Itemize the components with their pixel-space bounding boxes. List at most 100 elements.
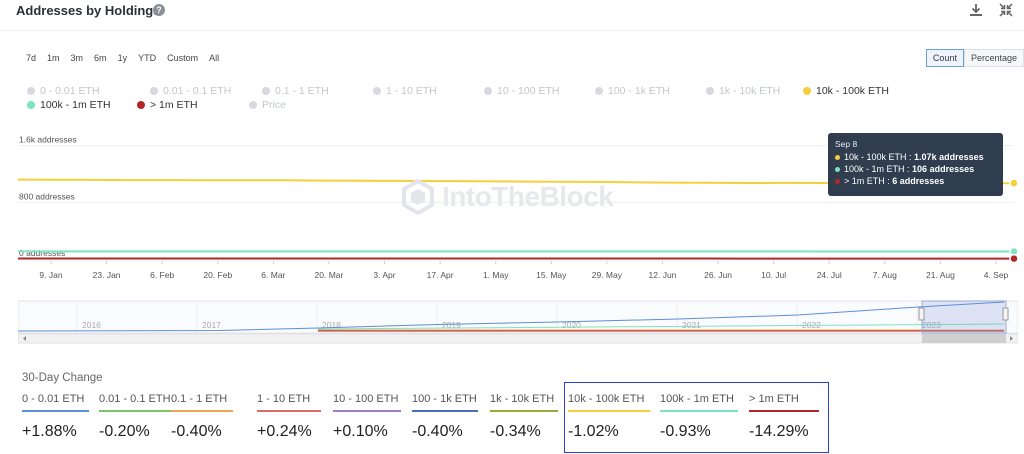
change-item: 1k - 10k ETH -0.34% xyxy=(490,393,558,441)
navigator-year-label: 2017 xyxy=(202,320,221,330)
change-color-bar xyxy=(568,410,650,412)
navigator-year-label: 2019 xyxy=(442,320,461,330)
legend-label: 1k - 10k ETH xyxy=(719,85,781,97)
series-marker xyxy=(1009,253,1019,264)
change-color-bar xyxy=(22,410,89,412)
change-item: 0.1 - 1 ETH -0.40% xyxy=(171,393,233,441)
range-navigator[interactable]: 20162017201820192020202120222023 xyxy=(18,299,1018,347)
tooltip-dot xyxy=(835,166,840,172)
change-value: -0.40% xyxy=(412,423,463,440)
legend-dot xyxy=(484,87,492,95)
legend-label: 1 - 10 ETH xyxy=(386,85,437,97)
navigator-frame xyxy=(18,300,1018,334)
change-label: 0 - 0.01 ETH xyxy=(22,393,85,405)
range-7d-button[interactable]: 7d xyxy=(26,53,37,63)
navigator-series xyxy=(18,301,1005,332)
legend-item[interactable]: 1 - 10 ETH xyxy=(373,85,437,97)
tooltip-value: 6 addresses xyxy=(892,176,945,186)
tooltip-value: 1.07k addresses xyxy=(914,152,984,162)
tooltip-series: > 1m ETH xyxy=(844,176,885,186)
tooltip-series: 100k - 1m ETH xyxy=(844,164,905,174)
change-value: -0.20% xyxy=(99,423,150,440)
range-1y-button[interactable]: 1y xyxy=(117,53,128,63)
legend-label: 10k - 100k ETH xyxy=(816,85,889,97)
legend-item[interactable]: 0 - 0.01 ETH xyxy=(27,85,100,97)
x-tick-label: 1. May xyxy=(483,270,509,280)
scroll-left-arrow-icon xyxy=(23,336,26,341)
legend-item[interactable]: 0.1 - 1 ETH xyxy=(262,85,329,97)
change-value: -0.93% xyxy=(660,423,711,440)
legend-item[interactable]: 10 - 100 ETH xyxy=(484,85,559,97)
navigator-series xyxy=(317,323,1005,330)
range-ytd-button[interactable]: YTD xyxy=(138,53,157,63)
change-color-bar xyxy=(257,410,321,412)
change-label: 0.1 - 1 ETH xyxy=(171,393,228,405)
count-button[interactable]: Count xyxy=(925,49,964,67)
legend-label: 0 - 0.01 ETH xyxy=(40,85,100,97)
change-label: 10k - 100k ETH xyxy=(568,393,645,405)
x-tick-label: 10. Jul xyxy=(761,270,786,280)
x-tick-label: 6. Mar xyxy=(261,270,285,280)
legend-item[interactable]: 0.01 - 0.1 ETH xyxy=(150,85,231,97)
change-color-bar xyxy=(749,410,819,412)
change-item: > 1m ETH -14.29% xyxy=(749,393,819,441)
intotheblock-logo-icon xyxy=(402,179,434,215)
navigator-year-label: 2016 xyxy=(82,320,101,330)
header-divider xyxy=(0,30,1024,31)
series-marker xyxy=(1009,178,1019,188)
range-6m-button[interactable]: 6m xyxy=(94,53,107,63)
highlight-box xyxy=(564,382,829,453)
change-value: +0.24% xyxy=(257,423,312,440)
tooltip-dot xyxy=(835,154,840,160)
x-tick-label: 20. Feb xyxy=(203,270,232,280)
change-item: 10k - 100k ETH -1.02% xyxy=(568,393,650,441)
range-3m-button[interactable]: 3m xyxy=(70,53,84,63)
watermark: IntoTheBlock xyxy=(442,181,614,212)
navigator-year-label: 2018 xyxy=(322,320,341,330)
change-item: 100k - 1m ETH -0.93% xyxy=(660,393,738,441)
change-color-bar xyxy=(99,410,171,412)
legend-item[interactable]: 1k - 10k ETH xyxy=(706,85,780,97)
help-icon[interactable]: ? xyxy=(153,4,165,16)
tooltip-row: 10k - 100k ETH : 1.07k addresses xyxy=(835,151,996,163)
change-item: 1 - 10 ETH +0.24% xyxy=(257,393,321,441)
legend-item[interactable]: Price xyxy=(249,99,286,111)
line-chart: 0 addresses 800 addresses 1.6k addresses 9.… xyxy=(17,135,1019,280)
chart-header: Addresses by Holdings ? xyxy=(0,0,1024,22)
range-all-button[interactable]: All xyxy=(209,53,220,63)
legend-dot xyxy=(249,101,257,109)
legend-dot xyxy=(262,87,270,95)
change-label: 100k - 1m ETH xyxy=(660,393,734,405)
change-label: 10 - 100 ETH xyxy=(333,393,399,405)
change-value: +1.88% xyxy=(22,423,77,440)
legend-label: Price xyxy=(262,99,286,111)
download-icon[interactable] xyxy=(968,2,984,18)
change-color-bar xyxy=(171,410,233,412)
legend-item[interactable]: > 1m ETH xyxy=(137,99,198,111)
legend-dot xyxy=(373,87,381,95)
legend-item[interactable]: 100k - 1m ETH xyxy=(27,99,111,111)
tooltip-dot xyxy=(835,178,840,184)
legend-item[interactable]: 10k - 100k ETH xyxy=(803,85,889,97)
scroll-right-arrow-icon xyxy=(1010,336,1013,341)
tooltip-date: Sep 8 xyxy=(835,139,858,149)
tooltip-value: 106 addresses xyxy=(912,164,975,174)
x-tick-label: 6. Feb xyxy=(150,270,174,280)
legend-item[interactable]: 100 - 1k ETH xyxy=(595,85,670,97)
range-1m-button[interactable]: 1m xyxy=(47,53,60,63)
y-tick-label: 0 addresses xyxy=(19,248,65,258)
x-tick-label: 21. Aug xyxy=(926,270,955,280)
range-selector: 7d 1m 3m 6m 1y YTD Custom All xyxy=(22,51,223,65)
range-custom-button[interactable]: Custom xyxy=(167,53,199,63)
percentage-button[interactable]: Percentage xyxy=(963,49,1024,67)
x-tick-label: 23. Jan xyxy=(93,270,121,280)
tooltip-row: 100k - 1m ETH : 106 addresses xyxy=(835,163,996,175)
x-tick-label: 4. Sep xyxy=(984,270,1009,280)
change-value: -0.34% xyxy=(490,423,541,440)
change-color-bar xyxy=(333,410,401,412)
change-label: 100 - 1k ETH xyxy=(412,393,477,405)
navigator-year-label: 2021 xyxy=(682,320,701,330)
collapse-icon[interactable] xyxy=(998,2,1014,18)
change-item: 10 - 100 ETH +0.10% xyxy=(333,393,401,441)
chart-tooltip: Sep 8 10k - 100k ETH : 1.07k addresses 1… xyxy=(828,133,1003,196)
